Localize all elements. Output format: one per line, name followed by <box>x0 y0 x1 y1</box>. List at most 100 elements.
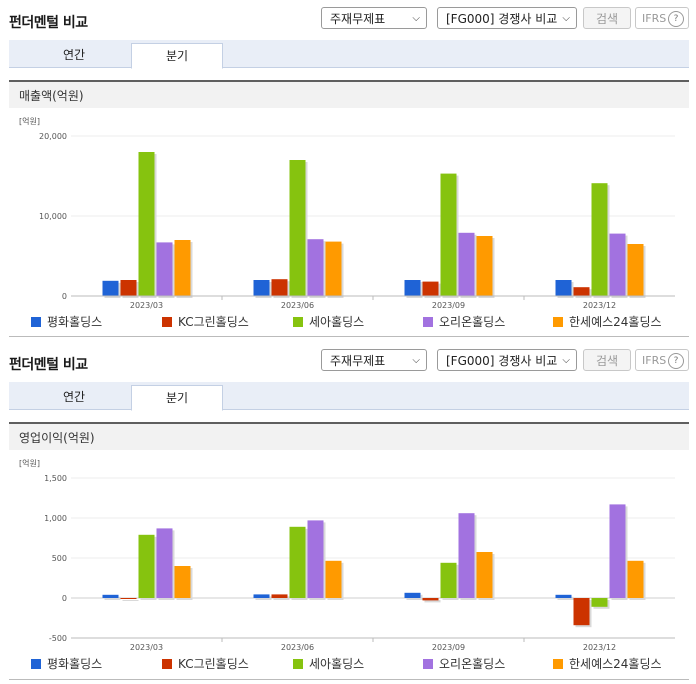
ifrs-button[interactable]: IFRS ? <box>635 349 689 371</box>
legend-label: 한세예스24홀딩스 <box>569 315 662 329</box>
bar[interactable] <box>440 173 457 296</box>
bar[interactable] <box>404 592 421 598</box>
bar[interactable] <box>591 183 608 296</box>
compare-select[interactable]: [FG000] 경쟁사 비교 ⌵ <box>437 7 577 29</box>
bar[interactable] <box>591 598 608 607</box>
search-button[interactable]: 검색 <box>583 349 631 371</box>
statement-select[interactable]: 주재무제표 ⌵ <box>321 349 427 371</box>
legend-item[interactable]: 오리온홀딩스 <box>423 655 505 672</box>
bar[interactable] <box>307 520 324 598</box>
bar[interactable] <box>404 280 421 296</box>
section-header: 펀더멘털 비교 주재무제표 ⌵ [FG000] 경쟁사 비교 ⌵ 검색 IFRS… <box>0 0 696 31</box>
bar[interactable] <box>120 598 137 599</box>
legend-swatch <box>162 659 172 669</box>
bar[interactable] <box>609 504 626 598</box>
bar[interactable] <box>458 513 475 598</box>
legend-item[interactable]: 오리온홀딩스 <box>423 313 505 330</box>
bar[interactable] <box>440 562 457 598</box>
legend-swatch <box>293 317 303 327</box>
legend-item[interactable]: 평화홀딩스 <box>31 655 102 672</box>
bar[interactable] <box>174 566 191 598</box>
bar-shadow <box>104 596 121 600</box>
x-tick-label: 2023/03 <box>130 643 163 652</box>
bar[interactable] <box>289 160 306 296</box>
bar[interactable] <box>156 528 173 598</box>
bar[interactable] <box>289 526 306 598</box>
compare-select[interactable]: [FG000] 경쟁사 비교 ⌵ <box>437 349 577 371</box>
bar[interactable] <box>573 598 590 626</box>
legend-item[interactable]: 한세예스24홀딩스 <box>553 655 662 672</box>
legend-swatch <box>423 659 433 669</box>
legend-label: 평화홀딩스 <box>47 315 103 329</box>
legend-label: KC그린홀딩스 <box>178 657 249 671</box>
y-tick-label: 500 <box>52 554 67 563</box>
legend-item[interactable]: 세아홀딩스 <box>293 655 364 672</box>
statement-select-value: 주재무제표 <box>330 354 386 368</box>
legend-item[interactable]: KC그린홀딩스 <box>162 313 249 330</box>
legend-item[interactable]: 평화홀딩스 <box>31 313 102 330</box>
legend-item[interactable]: 한세예스24홀딩스 <box>553 313 662 330</box>
x-tick-label: 2023/09 <box>432 301 465 310</box>
bar[interactable] <box>458 232 475 296</box>
fundamental-section-2: 펀더멘털 비교 주재무제표 ⌵ [FG000] 경쟁사 비교 ⌵ 검색 IFRS… <box>0 342 696 684</box>
bar[interactable] <box>609 233 626 296</box>
section-title: 펀더멘털 비교 <box>9 15 88 31</box>
y-tick-label: 1,500 <box>44 474 67 483</box>
bar[interactable] <box>307 239 324 296</box>
bar[interactable] <box>102 594 119 598</box>
bar[interactable] <box>627 560 644 598</box>
legend-swatch <box>553 659 563 669</box>
tab-quarterly[interactable]: 분기 <box>131 385 223 411</box>
legend-item[interactable]: KC그린홀딩스 <box>162 655 249 672</box>
bar[interactable] <box>102 280 119 296</box>
legend-swatch <box>423 317 433 327</box>
fundamental-section-1: 펀더멘털 비교 주재무제표 ⌵ [FG000] 경쟁사 비교 ⌵ 검색 IFRS… <box>0 0 696 340</box>
bar[interactable] <box>271 594 288 598</box>
y-tick-label: 0 <box>62 594 67 603</box>
legend-label: 세아홀딩스 <box>309 315 365 329</box>
bar[interactable] <box>555 594 572 598</box>
legend-label: KC그린홀딩스 <box>178 315 249 329</box>
metric-label: 영업이익(억원) <box>9 422 689 450</box>
bar[interactable] <box>627 244 644 296</box>
help-icon: ? <box>668 353 684 369</box>
tab-annual[interactable]: 연간 <box>62 48 86 62</box>
bar[interactable] <box>422 281 439 296</box>
bar[interactable] <box>325 560 342 598</box>
tab-quarterly[interactable]: 분기 <box>131 43 223 69</box>
y-tick-label: -500 <box>49 634 67 643</box>
bar[interactable] <box>253 594 270 598</box>
legend-item[interactable]: 세아홀딩스 <box>293 313 364 330</box>
chevron-down-icon: ⌵ <box>412 13 420 24</box>
bar[interactable] <box>573 287 590 296</box>
search-button[interactable]: 검색 <box>583 7 631 29</box>
bar-shadow <box>255 596 272 600</box>
chevron-down-icon: ⌵ <box>562 13 570 24</box>
bar[interactable] <box>476 236 493 296</box>
bar[interactable] <box>174 240 191 296</box>
ifrs-button[interactable]: IFRS ? <box>635 7 689 29</box>
compare-select-value: [FG000] 경쟁사 비교 <box>446 12 558 26</box>
bar[interactable] <box>325 241 342 296</box>
x-tick-label: 2023/12 <box>583 643 616 652</box>
section-header: 펀더멘털 비교 주재무제표 ⌵ [FG000] 경쟁사 비교 ⌵ 검색 IFRS… <box>0 342 696 373</box>
bar[interactable] <box>555 280 572 296</box>
bar[interactable] <box>422 598 439 601</box>
bar[interactable] <box>138 534 155 598</box>
y-tick-label: 0 <box>62 292 67 301</box>
bar[interactable] <box>253 280 270 296</box>
statement-select[interactable]: 주재무제표 ⌵ <box>321 7 427 29</box>
tab-annual[interactable]: 연간 <box>62 390 86 404</box>
chart-legend: 평화홀딩스 KC그린홀딩스 세아홀딩스 오리온홀딩스 한세예스24홀딩스 <box>9 311 689 331</box>
section-divider <box>9 336 689 337</box>
revenue-chart: [억원] 0 10,000 20,000 2023/03 2023/06 2023/09 20… <box>19 116 675 310</box>
chevron-down-icon: ⌵ <box>412 355 420 366</box>
legend-swatch <box>553 317 563 327</box>
bar-shadow <box>424 600 441 603</box>
bar[interactable] <box>271 279 288 296</box>
bar[interactable] <box>476 552 493 598</box>
bar[interactable] <box>138 152 155 296</box>
bar[interactable] <box>120 280 137 296</box>
bar-shadow <box>122 600 139 601</box>
bar[interactable] <box>156 242 173 296</box>
